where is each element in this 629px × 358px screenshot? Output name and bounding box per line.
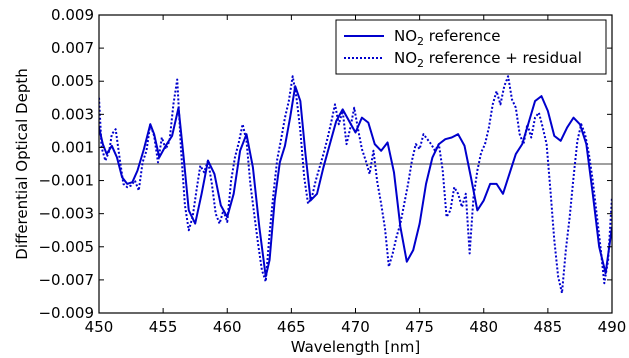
legend-label: NO2 reference xyxy=(394,27,500,48)
x-axis-ticks: 450 455 460 465 470 475 480 485 490 xyxy=(85,15,627,336)
x-tick-label: 485 xyxy=(534,318,563,336)
x-tick-label: 475 xyxy=(405,318,434,336)
y-tick-label: 0.005 xyxy=(51,72,94,90)
x-tick-label: 455 xyxy=(149,318,178,336)
legend-label: NO2 reference + residual xyxy=(394,49,582,70)
y-tick-label: 0.007 xyxy=(51,39,94,57)
y-tick-label: −0.007 xyxy=(38,271,94,289)
y-axis-ticks: 0.009 0.007 0.005 0.003 0.001 −0.001 −0.003 −0.… xyxy=(38,6,612,322)
y-tick-label: 0.003 xyxy=(51,105,94,123)
y-tick-label: −0.003 xyxy=(38,205,94,223)
x-tick-label: 470 xyxy=(341,318,370,336)
legend-box xyxy=(335,19,607,75)
x-tick-label: 465 xyxy=(277,318,306,336)
x-tick-label: 460 xyxy=(213,318,242,336)
x-tick-label: 450 xyxy=(85,318,114,336)
series-line-ref-plus-residual xyxy=(99,75,612,295)
series-line-reference xyxy=(99,85,612,278)
y-tick-label: −0.001 xyxy=(38,172,94,190)
y-axis-title: Differential Optical Depth xyxy=(13,68,31,259)
y-tick-label: −0.009 xyxy=(38,304,94,322)
y-tick-label: 0.001 xyxy=(51,138,94,156)
x-tick-label: 480 xyxy=(469,318,498,336)
x-tick-label: 490 xyxy=(598,318,627,336)
x-axis-title: Wavelength [nm] xyxy=(291,338,421,356)
y-tick-label: −0.005 xyxy=(38,238,94,256)
y-tick-label: 0.009 xyxy=(51,6,94,24)
